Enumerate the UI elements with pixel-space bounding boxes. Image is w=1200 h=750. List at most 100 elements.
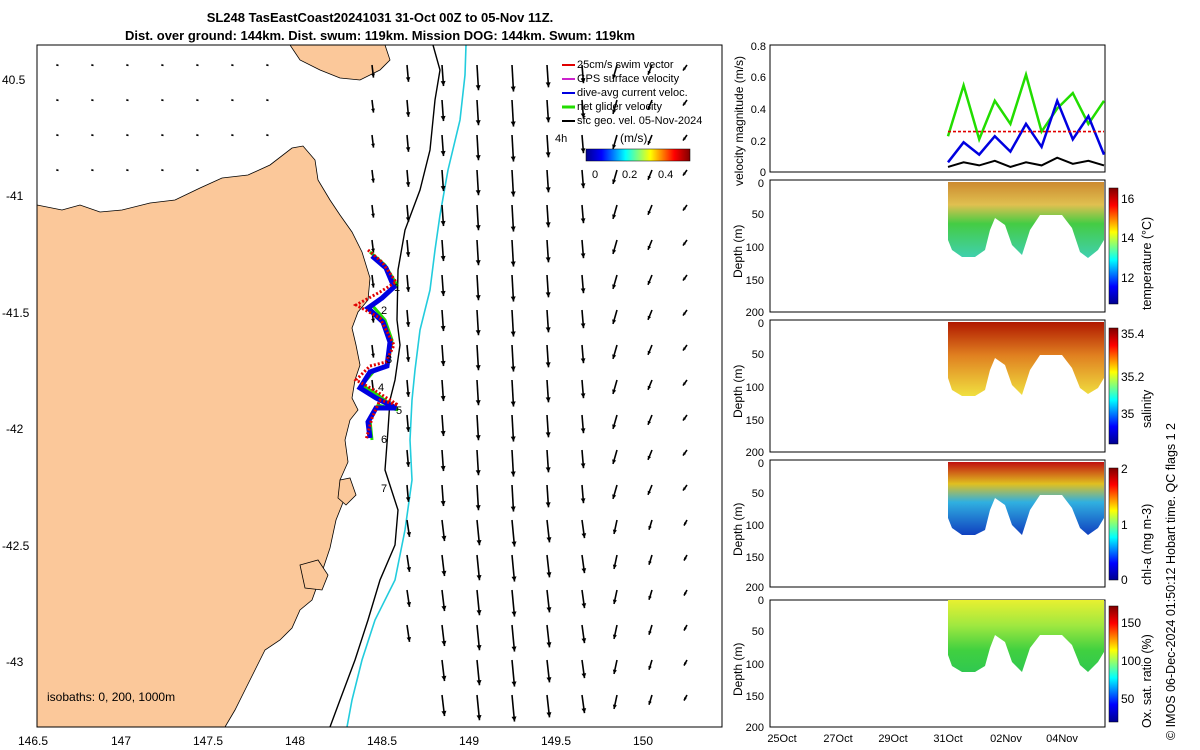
y-tick: 0 xyxy=(758,595,764,607)
oxygen-colorbar xyxy=(1108,605,1119,723)
tasmania-landmass xyxy=(37,145,371,727)
current-vector-head xyxy=(476,610,482,616)
current-vector-head xyxy=(510,296,516,302)
y-tick: 0 xyxy=(758,458,764,470)
x-tick: 29Oct xyxy=(878,733,907,745)
lat-tick: -43 xyxy=(6,655,24,669)
current-vector-head xyxy=(683,137,686,141)
current-vector-head xyxy=(405,497,411,502)
current-vector-head xyxy=(684,557,687,561)
current-vector-head xyxy=(546,677,552,683)
x-tick: 25Oct xyxy=(767,733,796,745)
y-tick: 50 xyxy=(752,488,764,500)
current-vector-head xyxy=(580,218,586,224)
oxygen-panel: 150 100 50 Ox. sat. ratio (%) 25Oct 27Oc… xyxy=(767,599,1154,745)
y-tick: 100 xyxy=(746,242,764,254)
y-tick: 200 xyxy=(746,582,764,594)
y-tick: 0.6 xyxy=(751,72,766,84)
current-vector-head xyxy=(647,105,652,110)
current-vector-head xyxy=(161,168,164,171)
current-vector-head xyxy=(683,452,686,456)
current-vector-head xyxy=(266,63,269,66)
current-vector-head xyxy=(511,646,517,652)
current-vector-head xyxy=(441,675,447,682)
current-vector-head xyxy=(511,681,517,687)
salinity-cb-ticks: 35.4 35.2 35 xyxy=(1121,327,1145,421)
current-vector-head xyxy=(475,400,481,406)
lon-tick: 148 xyxy=(285,734,305,748)
y-tick: 0.2 xyxy=(751,136,766,148)
lon-tick: 146.5 xyxy=(18,734,48,748)
surface-geostrophic-vectors xyxy=(56,63,688,722)
salinity-section xyxy=(948,322,1104,396)
current-vector-head xyxy=(545,222,551,228)
current-vector-head xyxy=(581,638,587,644)
current-vector-head xyxy=(510,191,516,197)
current-vector-head xyxy=(683,102,686,106)
current-vector-head xyxy=(510,261,516,267)
current-vector-head xyxy=(475,225,481,231)
current-vector-head xyxy=(648,560,652,565)
current-vector-head xyxy=(581,603,587,609)
current-vector-head xyxy=(510,156,516,162)
x-tick: 31Oct xyxy=(933,733,962,745)
cb-tick: 0 xyxy=(1121,573,1128,587)
current-vector-head xyxy=(440,255,446,262)
current-vector-head xyxy=(647,455,652,460)
y-tick: 100 xyxy=(746,382,764,394)
current-vector-head xyxy=(647,385,652,390)
current-vector-head xyxy=(648,595,652,600)
current-vector-head xyxy=(612,179,617,184)
lon-tick: 148.5 xyxy=(367,734,397,748)
current-vector-head xyxy=(580,358,586,364)
current-vector-head xyxy=(612,424,617,429)
current-vector-head xyxy=(684,627,687,631)
current-vector-head xyxy=(510,226,516,232)
lat-tick: -42.5 xyxy=(2,539,30,553)
lat-tick: -41 xyxy=(6,189,24,203)
current-vector-head xyxy=(580,393,586,399)
current-vector-head xyxy=(647,315,652,320)
current-vector-head xyxy=(612,389,617,394)
current-vector-head xyxy=(405,147,411,152)
current-vector-head xyxy=(475,260,481,266)
current-vector-head xyxy=(91,63,94,66)
current-vector-head xyxy=(161,63,164,66)
current-vector-head xyxy=(196,63,199,66)
current-vector-head xyxy=(476,575,482,581)
current-vector-head xyxy=(683,277,686,281)
cb-tick: 14 xyxy=(1121,231,1135,245)
waypoint-label: 5 xyxy=(396,405,402,417)
current-vector-head xyxy=(612,634,617,639)
x-tick: 02Nov xyxy=(990,733,1022,745)
current-vector-head xyxy=(684,522,687,526)
current-vector-head xyxy=(612,494,617,499)
cb-tick: 35.4 xyxy=(1121,327,1145,341)
lon-tick: 147 xyxy=(111,734,131,748)
map-legend: 25cm/s swim vector GPS surface velocity … xyxy=(555,59,702,181)
waypoint-label: 4 xyxy=(378,382,384,394)
current-vector-head xyxy=(545,152,551,158)
current-vector-head xyxy=(580,463,586,469)
island-landmass xyxy=(337,477,357,506)
chart-title-line1: SL248 TasEastCoast20241031 31-Oct 00Z to… xyxy=(206,10,554,25)
current-vector-head xyxy=(545,257,551,263)
current-vector-head xyxy=(546,537,552,543)
current-vector-head xyxy=(475,295,481,301)
current-vector-head xyxy=(545,432,551,438)
colorbar-tick: 0.2 xyxy=(622,169,637,181)
legend-entry: net glider velocity xyxy=(577,101,662,113)
current-vector-head xyxy=(475,120,481,126)
depth-ylabel: Depth (m) xyxy=(731,225,745,278)
current-vector-head xyxy=(405,392,411,397)
current-vector-head xyxy=(683,487,686,491)
current-vector-head xyxy=(647,490,652,495)
current-vector-head xyxy=(612,354,617,359)
map-lat-axis: 40.5 -41 -41.5 -42 -42.5 -43 xyxy=(2,73,30,669)
y-tick: 50 xyxy=(752,209,764,221)
velocity-ylabel: velocity magnitude (m/s) xyxy=(732,56,746,186)
current-vector-head xyxy=(441,710,447,717)
current-vector-head xyxy=(440,185,446,192)
current-vector-head xyxy=(612,74,617,79)
current-vector-head xyxy=(612,319,617,324)
